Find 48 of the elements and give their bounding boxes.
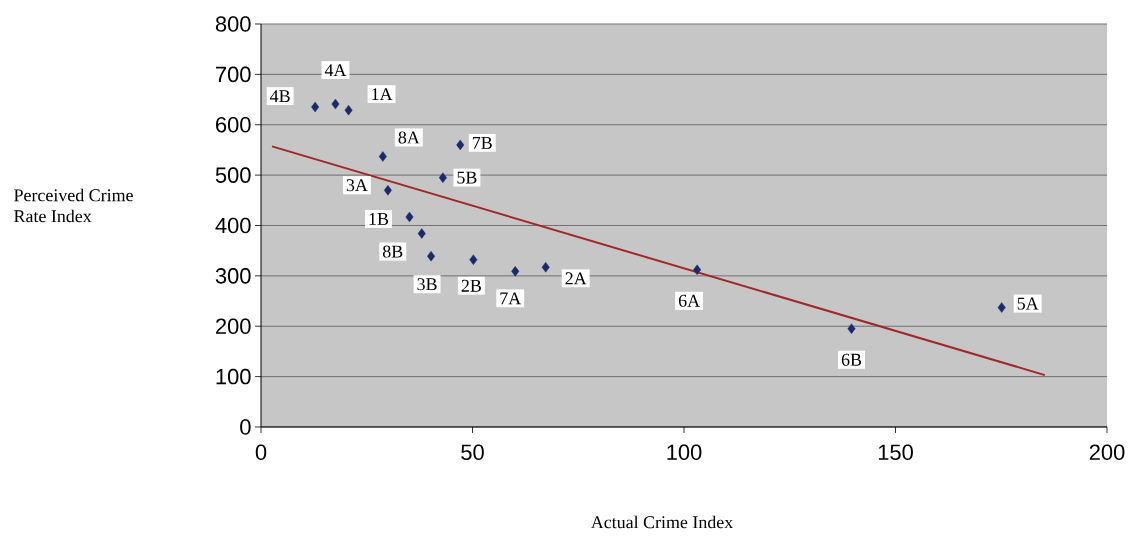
annotation: 1A	[372, 88, 393, 101]
y-tick-label: 400	[215, 217, 251, 234]
x-axis-title: Actual Crime Index	[590, 515, 733, 529]
annotation: 5B	[457, 171, 477, 184]
x-tick-label: 200	[1089, 444, 1125, 461]
point	[511, 266, 520, 277]
point	[469, 254, 478, 265]
point	[344, 104, 353, 116]
x-tick-label: 0	[255, 444, 267, 461]
annotation: 3B	[417, 278, 437, 291]
point	[438, 172, 447, 183]
point	[456, 139, 465, 151]
y-tick-label: 500	[215, 167, 251, 183]
annotation: 7A	[500, 292, 522, 305]
x-tick-label: 150	[878, 444, 913, 461]
y-tick-label: 300	[215, 268, 251, 284]
point	[405, 211, 414, 223]
y-tick-label: 600	[216, 116, 251, 133]
annotation: 2A	[565, 272, 587, 285]
annotation: 3A	[346, 179, 368, 192]
x-tick-label: 100	[667, 444, 702, 461]
point	[417, 228, 426, 239]
y-tick-label: 800	[215, 16, 251, 32]
y-tick-label: 700	[216, 66, 251, 83]
annotation: 5A	[1017, 297, 1039, 310]
y-axis-title: Perceived Crime Rate Index	[14, 188, 133, 223]
y-tick-label: 0	[240, 419, 251, 435]
point	[383, 185, 392, 196]
point	[997, 302, 1006, 313]
y-tick-label: 100	[216, 368, 251, 385]
point	[427, 251, 435, 262]
point	[847, 323, 856, 334]
annotation: 1B	[369, 212, 389, 225]
annotation: 8A	[398, 131, 420, 144]
annotation: 4B	[270, 90, 290, 103]
point	[693, 264, 702, 276]
annotation: 7B	[472, 136, 492, 149]
point	[331, 98, 340, 110]
annotation: 8B	[382, 245, 403, 258]
y-tick-label: 200	[216, 318, 251, 334]
point	[541, 262, 550, 273]
point	[311, 101, 320, 113]
annotation: 2B	[461, 279, 481, 292]
annotation: 6A	[678, 294, 700, 307]
annotation: 4A	[324, 64, 347, 76]
annotation: 6B	[841, 353, 862, 366]
x-tick-label: 50	[461, 444, 484, 461]
point	[378, 151, 387, 162]
